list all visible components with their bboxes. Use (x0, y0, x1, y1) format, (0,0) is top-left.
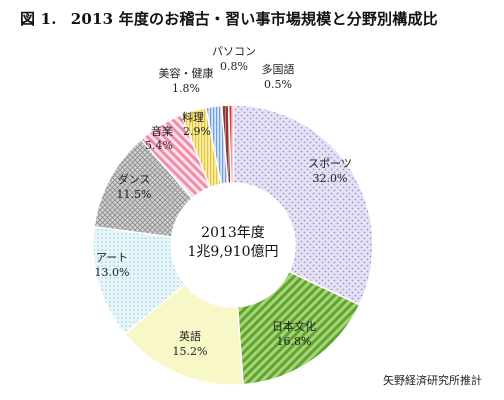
slice-label: スポーツ 32.0% (308, 157, 352, 185)
slice-label: 英語 15.2% (173, 329, 208, 358)
slice-labels: スポーツ 32.0% 日本文化 16.8% 英語 15.2% アート 13.0% ダンス 11.5… (95, 45, 352, 358)
slice-label: パソコン 0.8% (212, 45, 256, 73)
slice-label: 料理 2.9% (182, 110, 211, 138)
slice-1 (232, 104, 374, 306)
source-note: 矢野経済研究所推計 (383, 374, 482, 387)
center-label-year: 2013年度 (201, 225, 265, 241)
slice-label: 音楽 5.4% (145, 124, 173, 152)
slice-2 (236, 270, 361, 386)
figure-number: 図 1. (20, 10, 57, 28)
slice-label: 日本文化 16.8% (272, 319, 316, 348)
center-label-total: 1兆9,910億円 (188, 244, 279, 260)
slice-label: 多国語 0.5% (262, 62, 295, 91)
slice-label: ダンス 11.5% (117, 172, 152, 201)
title-text: 2013 年度のお稽古・習い事市場規模と分野別構成比 (70, 10, 438, 28)
slice-10 (227, 104, 234, 184)
donut-slices (92, 104, 374, 386)
chart-title: 図 1. 2013 年度のお稽古・習い事市場規模と分野別構成比 (20, 8, 438, 29)
slice-label: アート 13.0% (95, 251, 130, 279)
slice-label: 美容・健康 1.8% (159, 66, 214, 95)
